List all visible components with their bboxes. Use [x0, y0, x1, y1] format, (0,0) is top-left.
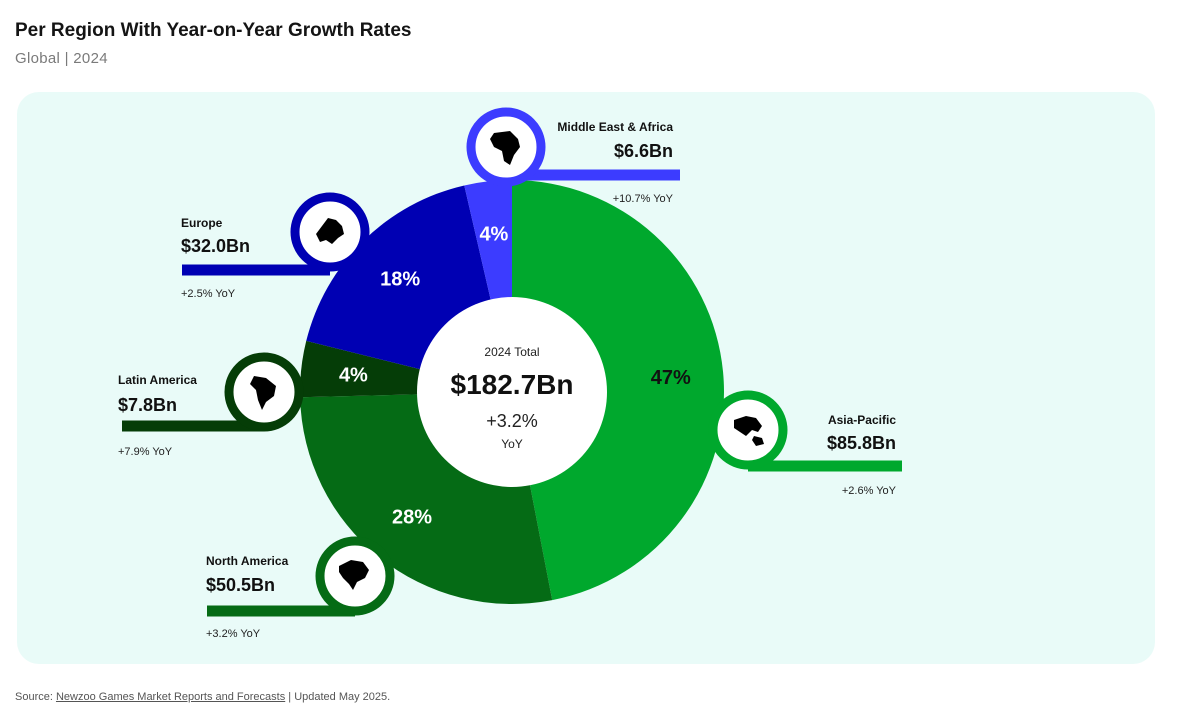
region-yoy-latin-america: +7.9% YoY [118, 446, 173, 458]
percent-label-europe: 18% [380, 268, 420, 290]
region-name-middle-east-and-africa: Middle East & Africa [557, 120, 673, 134]
callout-latin-america: Latin America $7.8Bn +7.9% YoY [118, 352, 304, 458]
region-name-europe: Europe [181, 216, 223, 230]
percent-label-latin-america: 4% [339, 365, 368, 387]
region-value-latin-america: $7.8Bn [118, 395, 177, 415]
callout-north-america: North America $50.5Bn +3.2% YoY [206, 536, 395, 640]
latin-america-map-icon [250, 376, 276, 410]
callout-asia-pacific: Asia-Pacific $85.8Bn +2.6% YoY [708, 390, 902, 497]
callout-europe: Europe $32.0Bn +2.5% YoY [181, 192, 370, 300]
center-growth-unit: YoY [501, 437, 523, 451]
region-value-asia-pacific: $85.8Bn [827, 433, 896, 453]
center-total: $182.7Bn [451, 369, 574, 400]
donut-hole [417, 297, 607, 487]
north-america-map-icon [339, 560, 369, 590]
region-yoy-middle-east-and-africa: +10.7% YoY [613, 193, 674, 205]
percent-label-north-america: 28% [392, 506, 432, 528]
source-note: Source: Newzoo Games Market Reports and … [15, 691, 390, 703]
center-label: 2024 Total [484, 345, 539, 359]
region-name-latin-america: Latin America [118, 373, 197, 387]
chart-title: Per Region With Year-on-Year Growth Rate… [15, 20, 412, 41]
region-name-north-america: North America [206, 554, 289, 568]
percent-label-middle-east-and-africa: 4% [479, 224, 508, 246]
center-growth: +3.2% [486, 411, 538, 431]
region-value-europe: $32.0Bn [181, 236, 250, 256]
europe-map-icon [316, 218, 344, 244]
region-value-north-america: $50.5Bn [206, 575, 275, 595]
callout-middle-east-and-africa: Middle East & Africa $6.6Bn +10.7% YoY [466, 107, 680, 205]
source-prefix: Source: [15, 691, 56, 703]
slice-asia-pacific [512, 180, 725, 601]
source-suffix: | Updated May 2025. [285, 691, 391, 703]
region-value-middle-east-and-africa: $6.6Bn [614, 141, 673, 161]
africa-map-icon [490, 131, 520, 165]
percent-labels: 47% 28% 4% 18% 4% [339, 224, 691, 529]
region-name-asia-pacific: Asia-Pacific [828, 413, 896, 427]
region-yoy-europe: +2.5% YoY [181, 288, 236, 300]
percent-label-asia-pacific: 47% [651, 367, 691, 389]
source-link[interactable]: Newzoo Games Market Reports and Forecast… [55, 691, 286, 703]
region-yoy-asia-pacific: +2.6% YoY [842, 485, 897, 497]
region-callouts: Asia-Pacific $85.8Bn +2.6% YoY North Americ… [118, 107, 902, 640]
region-yoy-north-america: +3.2% YoY [206, 628, 261, 640]
asia-pacific-map-icon [734, 416, 764, 446]
chart-subtitle: Global | 2024 [15, 50, 108, 67]
